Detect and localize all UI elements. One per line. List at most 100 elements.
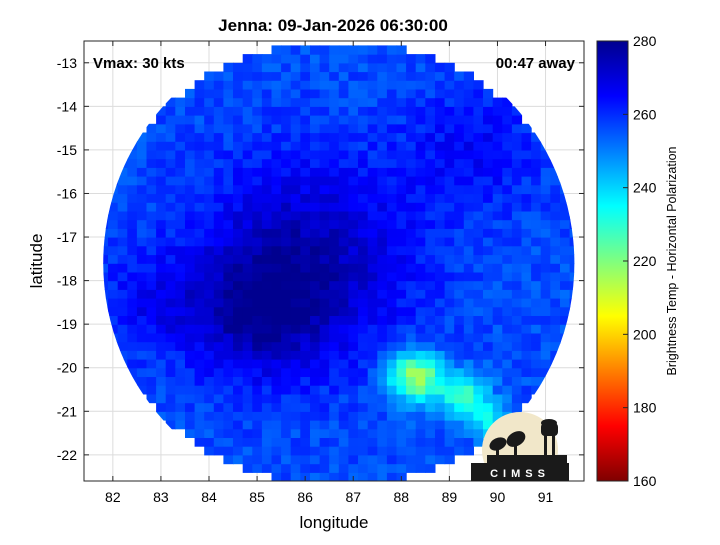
swath-cell [502, 106, 513, 116]
swath-cell [367, 402, 378, 412]
swath-cell [502, 341, 513, 351]
swath-cell [136, 245, 148, 256]
swath-cell [502, 271, 513, 282]
swath-cell [492, 210, 503, 221]
swath-cell [367, 184, 378, 195]
swath-cell [261, 411, 273, 421]
swath-cell [136, 376, 148, 386]
swath-cell [194, 359, 205, 369]
swath-cell [338, 332, 349, 343]
swath-cell [194, 254, 205, 264]
x-axis: 82 83 84 85 86 87 88 89 90 91 [105, 41, 554, 505]
swath-cell [194, 332, 205, 343]
swath-cell [319, 428, 330, 438]
swath-cell [338, 402, 349, 412]
swath-cell [463, 149, 474, 160]
swath-cell [300, 263, 311, 273]
swath-cell [329, 193, 340, 203]
swath-cell [511, 193, 523, 203]
swath-cell [358, 332, 369, 343]
swath-cell [204, 237, 215, 247]
swath-cell [117, 289, 128, 299]
swath-cell [261, 97, 273, 107]
swath-cell [338, 315, 349, 325]
swath-cell [483, 167, 494, 177]
swath-cell [271, 237, 282, 247]
swath-cell [204, 263, 215, 273]
swath-cell [310, 315, 321, 325]
swath-cell [242, 158, 253, 168]
swath-cell [483, 271, 494, 282]
swath-cell [136, 158, 148, 168]
swath-cell [310, 45, 321, 55]
x-tick-label: 85 [249, 489, 265, 505]
swath-cell [252, 219, 263, 229]
swath-cell [281, 184, 292, 195]
swath-cell [194, 115, 205, 125]
swath-cell [358, 167, 369, 177]
swath-cell [338, 97, 349, 107]
swath-cell [444, 193, 455, 203]
swath-cell [483, 176, 494, 186]
swath-cell [223, 324, 234, 334]
swath-cell [310, 298, 321, 308]
swath-cell [261, 376, 273, 386]
swath-cell [261, 402, 273, 412]
swath-cell [338, 367, 349, 377]
swath-cell [271, 420, 282, 430]
swath-cell [319, 71, 330, 81]
swath-cell [444, 315, 455, 325]
swath-cell [463, 393, 474, 404]
swath-cell [127, 245, 138, 256]
swath-cell [252, 280, 263, 290]
swath-cell [358, 298, 369, 308]
swath-cell [261, 254, 273, 264]
swath-cell [290, 454, 301, 465]
swath-cell [406, 341, 417, 351]
swath-cell [444, 271, 455, 282]
swath-cell [233, 254, 244, 264]
swath-cell [415, 123, 426, 134]
swath-cell [473, 315, 484, 325]
swath-cell [425, 54, 436, 64]
swath-cell [540, 237, 551, 247]
swath-cell [329, 280, 340, 290]
swath-cell [213, 324, 224, 334]
swath-cell [165, 167, 176, 177]
swath-cell [300, 315, 311, 325]
swath-cell [550, 306, 561, 316]
swath-cell [319, 324, 330, 334]
swath-cell [242, 298, 253, 308]
swath-cell [367, 437, 378, 447]
swath-cell [261, 237, 273, 247]
swath-cell [521, 245, 532, 256]
swath-cell [252, 298, 263, 308]
swath-cell [435, 184, 446, 195]
swath-cell [473, 359, 484, 369]
swath-cell [242, 176, 253, 186]
swath-cell [146, 324, 157, 334]
swath-cell [261, 367, 273, 377]
swath-cell [502, 176, 513, 186]
swath-cell [463, 298, 474, 308]
swath-cell [386, 97, 398, 107]
swath-cell [156, 298, 167, 308]
swath-cell [310, 115, 321, 125]
swath-cell [290, 62, 301, 73]
swath-cell [117, 280, 128, 290]
swath-cell [540, 359, 551, 369]
swath-cell [358, 219, 369, 229]
swath-cell [165, 202, 176, 212]
swath-cell [213, 393, 224, 404]
swath-cell [444, 184, 455, 195]
swath-cell [386, 263, 398, 273]
swath-cell [358, 446, 369, 456]
swath-cell [377, 245, 388, 256]
swath-cell [425, 341, 436, 351]
swath-cell [213, 202, 224, 212]
swath-cell [319, 97, 330, 107]
swath-cell [290, 385, 301, 395]
swath-cell [175, 149, 186, 160]
swath-cell [454, 280, 465, 290]
swath-cell [444, 228, 455, 238]
